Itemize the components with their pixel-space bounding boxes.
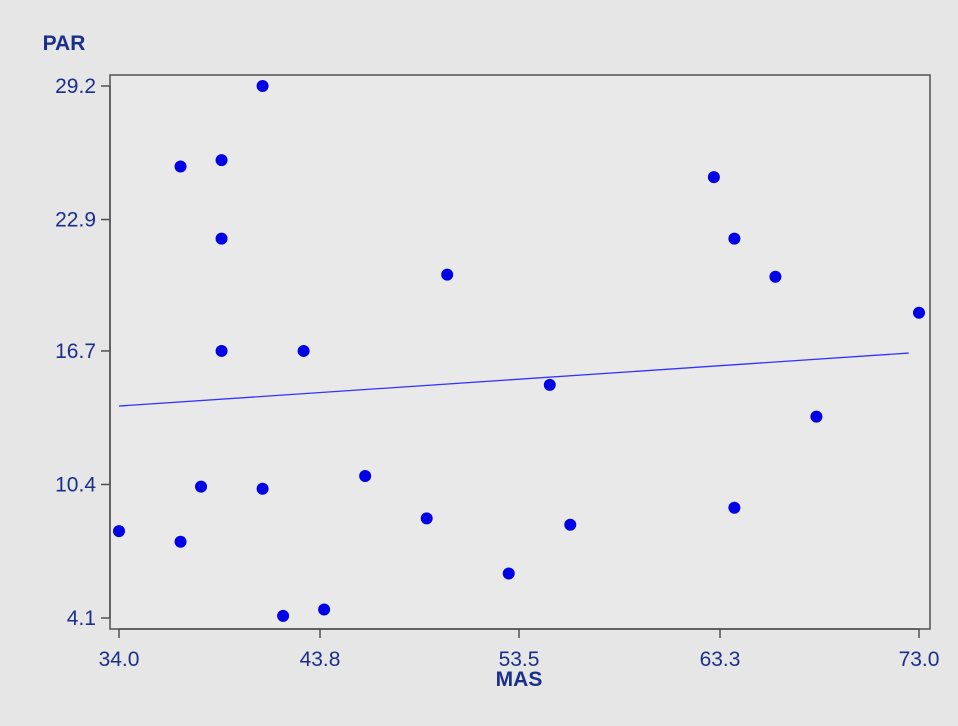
data-point (769, 270, 782, 283)
data-point (256, 482, 269, 495)
plot-area (109, 74, 931, 630)
x-axis-ticks: 34.0 43.8 53.5 63.3 73.0 (99, 629, 940, 671)
data-point (256, 80, 269, 92)
data-point (502, 567, 515, 580)
x-tick-label: 43.8 (300, 648, 341, 671)
data-point (215, 154, 228, 167)
data-point (174, 160, 187, 173)
y-tick-label: 4.1 (67, 607, 96, 630)
data-point (707, 171, 720, 184)
x-tick-label: 53.5 (499, 648, 540, 671)
trend-line (118, 352, 909, 407)
data-points (113, 80, 925, 622)
x-tick-label: 34.0 (99, 648, 140, 671)
data-point (277, 609, 290, 622)
data-point (913, 306, 925, 319)
data-point (420, 512, 433, 525)
data-point (728, 232, 741, 245)
data-point (441, 268, 454, 281)
y-axis-ticks: 4.1 10.4 16.7 22.9 29.2 (55, 75, 110, 630)
x-axis-title: MAS (496, 668, 543, 691)
data-point (215, 232, 228, 245)
data-point (728, 501, 741, 514)
data-point (543, 378, 556, 391)
data-point (564, 518, 577, 531)
y-tick-label: 22.9 (55, 209, 96, 232)
data-point (113, 525, 125, 538)
data-point (318, 603, 331, 616)
data-point (359, 469, 372, 482)
y-tick-label: 16.7 (55, 340, 96, 363)
y-axis-title: PAR (43, 32, 86, 55)
y-tick-label: 29.2 (55, 75, 96, 98)
x-tick-label: 63.3 (700, 648, 741, 671)
data-point (195, 480, 208, 493)
data-point (810, 410, 823, 423)
data-point (297, 344, 310, 357)
data-point (174, 535, 187, 548)
y-tick-label: 10.4 (55, 473, 96, 496)
data-point (215, 344, 228, 357)
x-tick-label: 73.0 (899, 648, 940, 671)
